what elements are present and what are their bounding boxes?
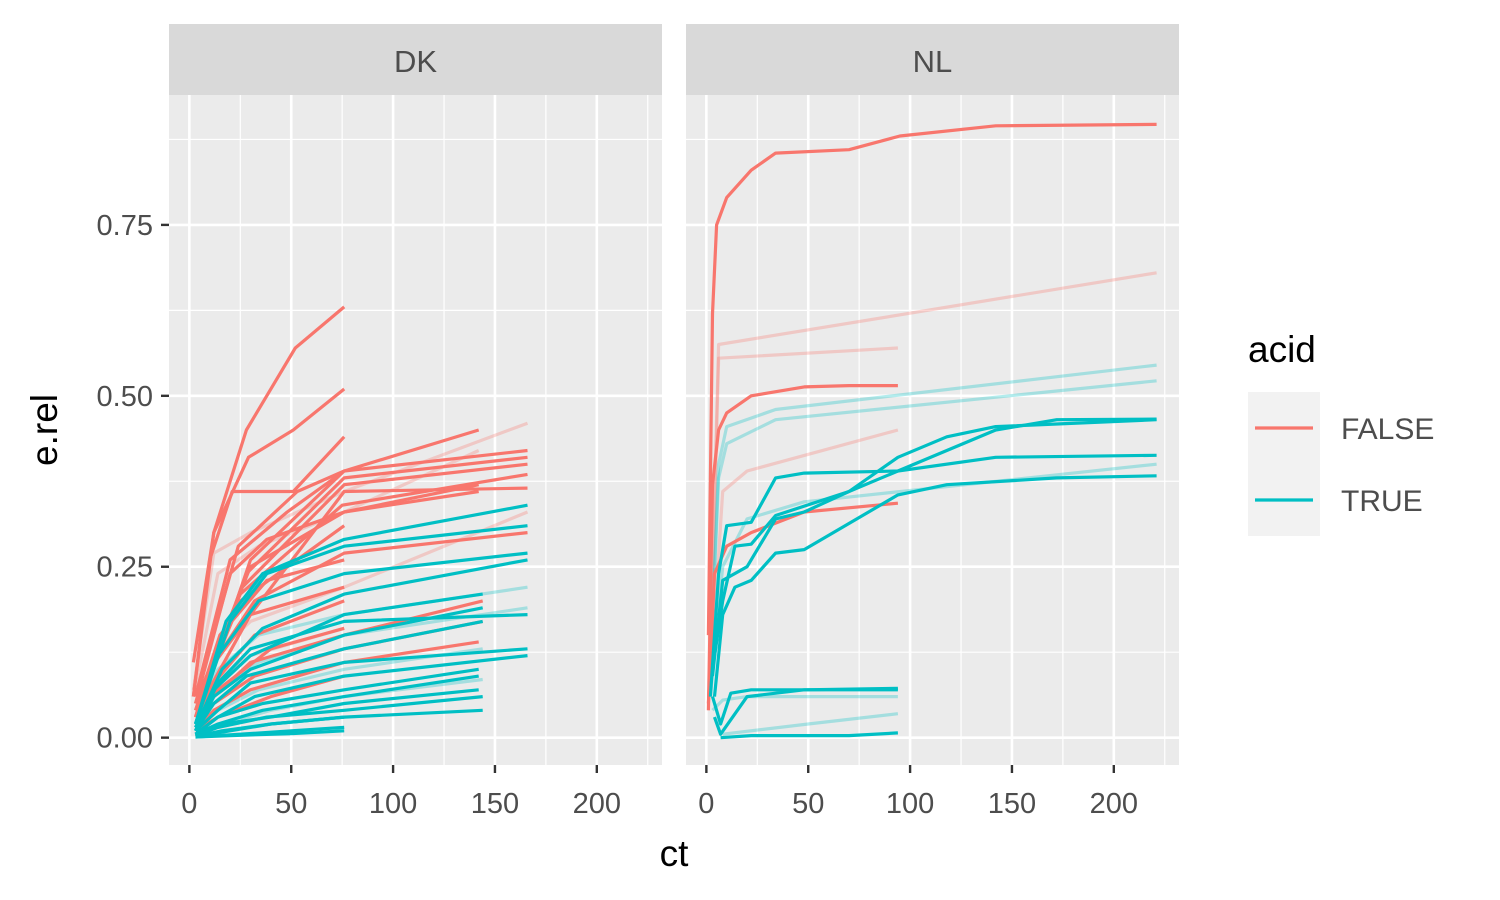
y-tick-label: 0.50 xyxy=(97,381,153,413)
x-tick-label: 150 xyxy=(471,788,519,820)
series-line-true xyxy=(722,712,899,736)
x-tick-label: 0 xyxy=(181,788,197,820)
x-axis-nl: 0 50 100 150 200 xyxy=(698,765,1138,820)
series-line-true xyxy=(194,667,479,736)
series-line-true xyxy=(195,729,345,739)
y-axis-title: e.rel xyxy=(24,394,65,466)
series-line-true xyxy=(194,695,483,738)
x-axis-dk: 0 50 100 150 200 xyxy=(181,765,621,820)
series-line-false xyxy=(708,346,898,670)
series-line-true xyxy=(712,688,898,736)
series-line-false xyxy=(706,122,1157,636)
x-tick-label: 200 xyxy=(573,788,621,820)
series-line-true xyxy=(194,592,483,732)
series-line-true xyxy=(193,551,528,725)
legend-label-false: FALSE xyxy=(1341,413,1434,446)
series-line-false xyxy=(193,585,345,718)
series-line-false xyxy=(708,271,1157,649)
y-tick-label: 0.00 xyxy=(97,723,153,755)
x-tick-label: 200 xyxy=(1090,788,1138,820)
series-line-true xyxy=(194,647,528,732)
panel-dk-lines xyxy=(191,305,529,739)
series-line-false xyxy=(191,435,346,697)
x-axis-title: ct xyxy=(660,833,690,874)
panel-nl-gridlines xyxy=(686,95,1179,765)
legend-keys: FALSE TRUE xyxy=(1248,392,1434,536)
panel-nl-background xyxy=(686,95,1179,765)
legend: acid FALSE TRUE xyxy=(1248,329,1434,536)
series-line-true xyxy=(194,619,484,732)
x-tick-label: 50 xyxy=(792,788,824,820)
series-line-true xyxy=(720,731,898,740)
panel-dk-strip-label: DK xyxy=(394,44,437,79)
legend-label-true: TRUE xyxy=(1341,485,1423,518)
series-line-true xyxy=(195,715,345,738)
x-tick-label: 150 xyxy=(988,788,1036,820)
series-line-true xyxy=(193,503,528,725)
series-line-false xyxy=(706,384,898,711)
series-line-false xyxy=(706,501,899,704)
panel-dk-background xyxy=(169,95,662,765)
series-line-true xyxy=(708,363,1157,670)
series-line-true xyxy=(194,606,484,732)
panel-nl: NL xyxy=(686,24,1179,765)
series-line-false xyxy=(193,428,480,697)
panel-dk-strip xyxy=(169,24,662,95)
series-line-true xyxy=(710,418,1157,670)
panel-nl-strip-label: NL xyxy=(913,44,953,79)
series-line-true xyxy=(711,694,898,712)
x-tick-label: 100 xyxy=(369,788,417,820)
legend-title: acid xyxy=(1248,329,1316,370)
series-line-true xyxy=(708,379,1157,670)
x-tick-label: 0 xyxy=(698,788,714,820)
panel-dk: DK xyxy=(169,24,662,765)
x-tick-label: 50 xyxy=(275,788,307,820)
x-tick-label: 100 xyxy=(886,788,934,820)
series-line-false xyxy=(193,489,479,704)
series-line-false xyxy=(196,486,528,712)
y-axis: 0.00 0.25 0.50 0.75 xyxy=(97,210,169,755)
panel-nl-lines xyxy=(706,122,1157,740)
y-tick-label: 0.25 xyxy=(97,552,153,584)
series-line-false xyxy=(194,640,479,732)
series-line-true xyxy=(710,453,1157,677)
series-line-true xyxy=(712,474,1157,697)
y-tick-label: 0.75 xyxy=(97,210,153,242)
panel-nl-strip xyxy=(686,24,1179,95)
